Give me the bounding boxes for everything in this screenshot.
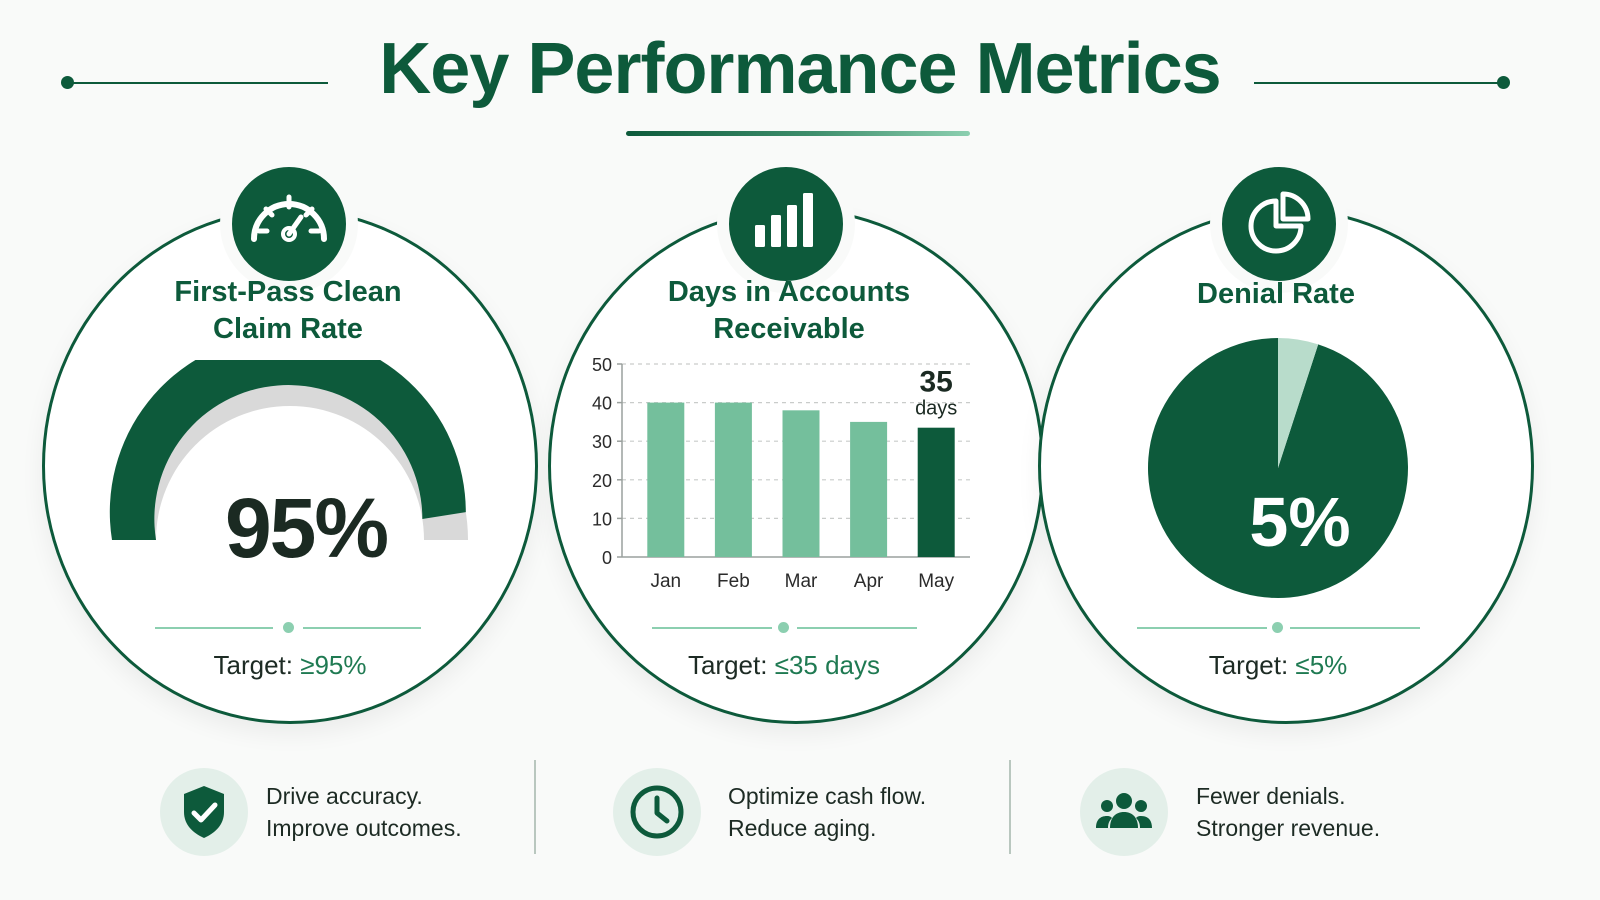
pie-chart bbox=[1148, 338, 1408, 598]
y-tick-label: 40 bbox=[592, 394, 612, 414]
card-icon-badge bbox=[717, 155, 855, 293]
feature-icon-badge bbox=[160, 768, 248, 856]
x-tick-label: Mar bbox=[785, 571, 818, 592]
feature-revenue: Fewer denials. Stronger revenue. bbox=[1196, 780, 1380, 844]
bar-chart-icon bbox=[755, 193, 813, 247]
bar-unit-label: days bbox=[915, 398, 957, 420]
target-days-ar: Target: ≤35 days bbox=[604, 650, 964, 681]
pie-value-label: 5% bbox=[1249, 483, 1351, 561]
feature-icon-badge bbox=[613, 768, 701, 856]
y-tick-label: 20 bbox=[592, 471, 612, 491]
pie-chart-icon bbox=[1248, 191, 1311, 254]
feature-accuracy: Drive accuracy. Improve outcomes. bbox=[266, 780, 462, 844]
pie-slice-denial bbox=[1278, 338, 1319, 468]
card-icon-badge bbox=[220, 155, 358, 293]
bar bbox=[850, 421, 888, 557]
card-divider-left bbox=[155, 627, 273, 629]
bar bbox=[917, 427, 955, 557]
bar bbox=[647, 402, 685, 557]
card-divider-right bbox=[797, 627, 917, 629]
bar bbox=[782, 410, 820, 557]
shield-check-icon bbox=[184, 786, 224, 838]
card-divider-dot bbox=[778, 622, 789, 633]
feature-separator bbox=[1009, 760, 1011, 854]
x-tick-label: Feb bbox=[717, 571, 750, 592]
feature-line: Stronger revenue. bbox=[1196, 815, 1381, 841]
people-group-icon bbox=[1096, 793, 1152, 828]
x-tick-label: Apr bbox=[854, 571, 884, 592]
card-title-line: Receivable bbox=[713, 313, 865, 345]
card-title-line: Claim Rate bbox=[213, 313, 363, 345]
card-title-line: Days in Accounts bbox=[667, 276, 911, 308]
title-rule-left bbox=[70, 82, 328, 84]
clock-icon bbox=[630, 785, 684, 839]
title-underline bbox=[626, 131, 970, 136]
bar bbox=[714, 402, 752, 557]
feature-separator bbox=[534, 760, 536, 854]
title-rule-right bbox=[1254, 82, 1502, 84]
title-rule-left-dot bbox=[61, 76, 74, 89]
x-tick-label: Jan bbox=[650, 571, 681, 592]
card-title-line: First-Pass Clean bbox=[174, 276, 402, 308]
y-tick-label: 30 bbox=[592, 432, 612, 452]
card-divider-right bbox=[303, 627, 421, 629]
card-divider-dot bbox=[283, 622, 294, 633]
target-denial-rate: Target: ≤5% bbox=[1098, 650, 1458, 681]
card-title-denial-rate: Denial Rate bbox=[1096, 276, 1456, 313]
feature-line: Improve outcomes. bbox=[266, 815, 462, 841]
y-tick-label: 0 bbox=[602, 548, 612, 568]
x-tick-label: May bbox=[918, 571, 954, 592]
target-clean-claim-rate: Target: ≥95% bbox=[110, 650, 470, 681]
feature-icon-badge bbox=[1080, 768, 1168, 856]
gauge-fill bbox=[109, 360, 466, 540]
speedometer-icon bbox=[251, 194, 327, 242]
bar-value-label: 35 bbox=[920, 366, 953, 399]
target-value: ≥95% bbox=[300, 650, 367, 680]
target-value: ≤35 days bbox=[774, 650, 881, 680]
gauge-chart bbox=[109, 360, 468, 540]
feature-line: Reduce aging. bbox=[728, 815, 877, 841]
card-icon-badge bbox=[1210, 155, 1348, 293]
card-divider-left bbox=[1137, 627, 1267, 629]
y-tick-label: 50 bbox=[592, 355, 612, 375]
card-divider-left bbox=[652, 627, 772, 629]
page-title: Key Performance Metrics bbox=[379, 29, 1221, 109]
card-title-line: Denial Rate bbox=[1197, 278, 1355, 310]
card-divider-dot bbox=[1272, 622, 1283, 633]
feature-line: Optimize cash flow. bbox=[728, 783, 927, 809]
y-tick-label: 10 bbox=[592, 509, 612, 529]
feature-cash-flow: Optimize cash flow. Reduce aging. bbox=[728, 780, 926, 844]
target-value: ≤5% bbox=[1295, 650, 1348, 680]
gauge-value: 95% bbox=[224, 481, 389, 575]
title-rule-right-dot bbox=[1497, 76, 1510, 89]
feature-line: Fewer denials. bbox=[1196, 783, 1346, 809]
card-title-clean-claim-rate: First-Pass Clean Claim Rate bbox=[108, 274, 468, 348]
target-label: Target: bbox=[213, 650, 301, 680]
feature-line: Drive accuracy. bbox=[266, 783, 423, 809]
target-label: Target: bbox=[687, 650, 775, 680]
target-label: Target: bbox=[1208, 650, 1296, 680]
card-title-days-ar: Days in Accounts Receivable bbox=[609, 274, 969, 348]
card-divider-right bbox=[1290, 627, 1420, 629]
